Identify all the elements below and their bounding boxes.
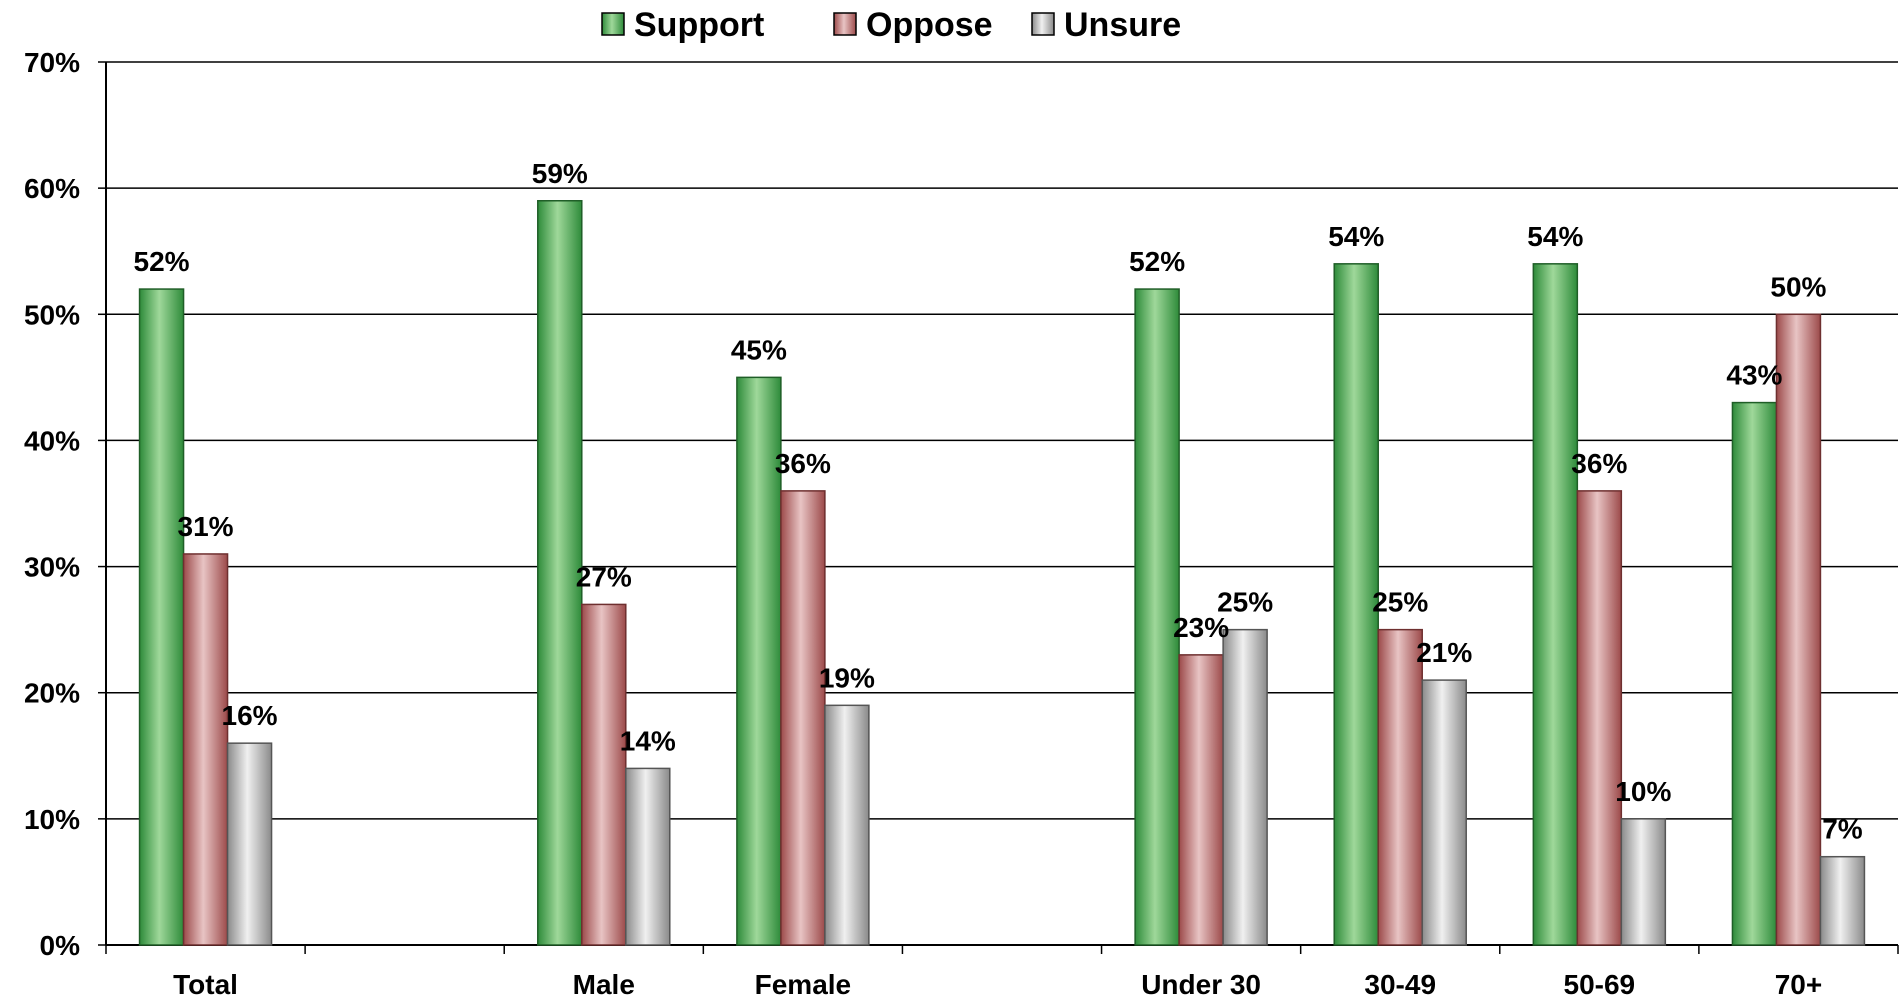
bar-unsure — [1222, 628, 1268, 946]
data-label-unsure: 16% — [222, 700, 278, 731]
x-category-label: Under 30 — [1141, 969, 1261, 1000]
x-category-label: 70+ — [1775, 969, 1823, 1000]
data-label-support: 43% — [1726, 360, 1782, 391]
data-label-unsure: 7% — [1822, 814, 1863, 845]
data-label-oppose: 27% — [576, 561, 632, 592]
legend-item-oppose: Oppose — [833, 6, 993, 44]
x-category-label: Male — [573, 969, 635, 1000]
data-label-support: 54% — [1527, 221, 1583, 252]
bar-oppose — [581, 603, 627, 946]
bar-support — [537, 200, 583, 946]
legend-label: Support — [634, 6, 764, 44]
bar-oppose — [1178, 654, 1224, 946]
data-label-oppose: 36% — [1571, 448, 1627, 479]
legend-label: Oppose — [866, 6, 993, 44]
legend-item-support: Support — [601, 6, 764, 44]
bar-oppose — [1576, 490, 1623, 946]
data-label-support: 45% — [731, 334, 787, 365]
data-label-oppose: 50% — [1770, 271, 1826, 302]
bar-unsure — [1421, 679, 1467, 946]
legend-swatch — [833, 12, 857, 36]
bar-oppose — [182, 553, 229, 946]
y-tick-label: 70% — [24, 47, 80, 78]
bar-unsure — [1620, 818, 1667, 946]
data-label-support: 52% — [134, 246, 190, 277]
y-tick-label: 30% — [24, 552, 80, 583]
bar-support — [138, 288, 185, 946]
y-tick-label: 20% — [24, 678, 80, 709]
y-tick-label: 60% — [24, 173, 80, 204]
bar-unsure — [824, 704, 870, 946]
bar-oppose — [1377, 628, 1423, 946]
x-category-label: 30-49 — [1364, 969, 1436, 1000]
data-label-support: 59% — [532, 158, 588, 189]
data-labels: 52%59%45%52%54% 54%43%31%27%36%23%25%36%5… — [134, 158, 1863, 845]
y-tick-label: 40% — [24, 425, 80, 456]
y-tick-label: 0% — [40, 930, 81, 961]
bar-unsure — [625, 767, 671, 946]
legend-label: Unsure — [1064, 6, 1181, 44]
x-category-label: Total — [173, 969, 238, 1000]
x-category-label: Female — [755, 969, 852, 1000]
data-label-support: 52% — [1129, 246, 1185, 277]
y-tick-label: 10% — [24, 804, 80, 835]
legend: Support Oppose Unsure — [601, 6, 1181, 44]
bars — [138, 200, 1866, 946]
bar-support — [1333, 263, 1379, 946]
legend-swatch — [1031, 12, 1055, 36]
bar-support — [736, 376, 782, 946]
data-label-support: 54% — [1328, 221, 1384, 252]
bar-oppose — [1775, 313, 1822, 946]
bar-support — [1134, 288, 1180, 946]
x-category-label: 50-69 — [1564, 969, 1636, 1000]
data-label-oppose: 23% — [1173, 612, 1229, 643]
gridlines — [106, 61, 1898, 946]
data-label-oppose: 25% — [1372, 587, 1428, 618]
data-label-unsure: 10% — [1615, 776, 1671, 807]
data-label-unsure: 19% — [819, 662, 875, 693]
data-label-oppose: 31% — [178, 511, 234, 542]
data-label-unsure: 21% — [1416, 637, 1472, 668]
data-label-unsure: 14% — [620, 725, 676, 756]
data-label-unsure: 25% — [1217, 587, 1273, 618]
bar-support — [1731, 401, 1778, 946]
bar-unsure — [226, 742, 273, 946]
data-label-oppose: 36% — [775, 448, 831, 479]
axes: 0% 10% 20% 30% 40% 50% 60% 70% Total Male Female Un… — [24, 47, 1899, 1000]
bar-unsure — [1819, 855, 1866, 946]
bar-support — [1532, 263, 1579, 946]
bar-oppose — [780, 490, 826, 946]
legend-swatch — [601, 12, 625, 36]
legend-item-unsure: Unsure — [1031, 6, 1181, 44]
y-tick-label: 50% — [24, 299, 80, 330]
